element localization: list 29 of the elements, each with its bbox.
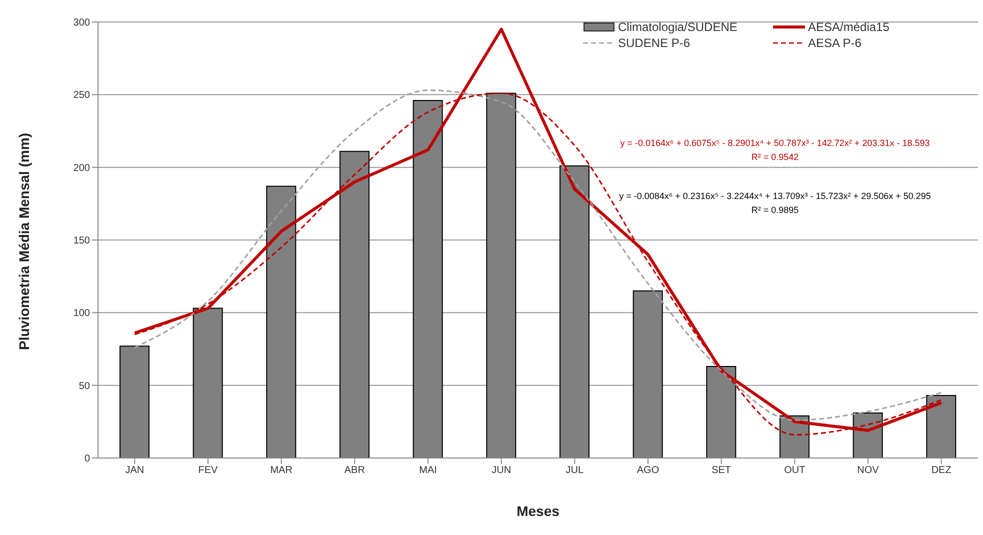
x-tick-label: OUT (784, 465, 806, 476)
x-tick-label: JAN (125, 465, 144, 476)
y-tick-label: 50 (78, 380, 90, 392)
x-tick-label: MAI (419, 465, 437, 476)
x-tick-label: JUL (566, 465, 584, 476)
legend-label: Climatologia/SUDENE (618, 20, 738, 34)
y-tick-label: 0 (84, 454, 90, 465)
x-tick-label: AGO (636, 465, 660, 476)
x-tick-label: NOV (857, 465, 880, 476)
y-tick-label: 250 (73, 90, 90, 102)
x-tick-label: JUN (492, 465, 512, 476)
x-tick-label: MAR (270, 465, 292, 476)
annotation: y = -0.0164x⁶ + 0.6075x⁵ - 8.2901x⁴ + 50.787x³ - 142.72x² + 203.31x - 18.593 (619, 138, 931, 148)
annotation: R² = 0.9895 (750, 205, 800, 215)
x-tick-label: FEV (198, 465, 218, 476)
legend-label: AESA P-6 (808, 36, 862, 50)
x-tick-label: DEZ (931, 465, 952, 476)
annotation: R² = 0.9542 (750, 152, 800, 162)
x-axis-title: Meses (516, 503, 560, 519)
y-tick-label: 150 (73, 236, 90, 247)
legend-label: AESA/média15 (808, 20, 890, 34)
annotation: y = -0.0084x⁶ + 0.2316x⁵ - 3.2244x⁴ + 13.709x³ - 15.723x² + 29.506x + 50.295 (618, 191, 932, 201)
y-tick-label: 100 (73, 308, 90, 320)
y-tick-label: 300 (73, 18, 90, 29)
y-axis-title: Pluviometria Média Mensal (mm) (16, 132, 32, 350)
x-tick-label: ABR (344, 465, 365, 476)
legend-label: SUDENE P-6 (618, 36, 690, 50)
x-tick-label: SET (712, 465, 732, 476)
y-tick-label: 200 (73, 162, 90, 174)
